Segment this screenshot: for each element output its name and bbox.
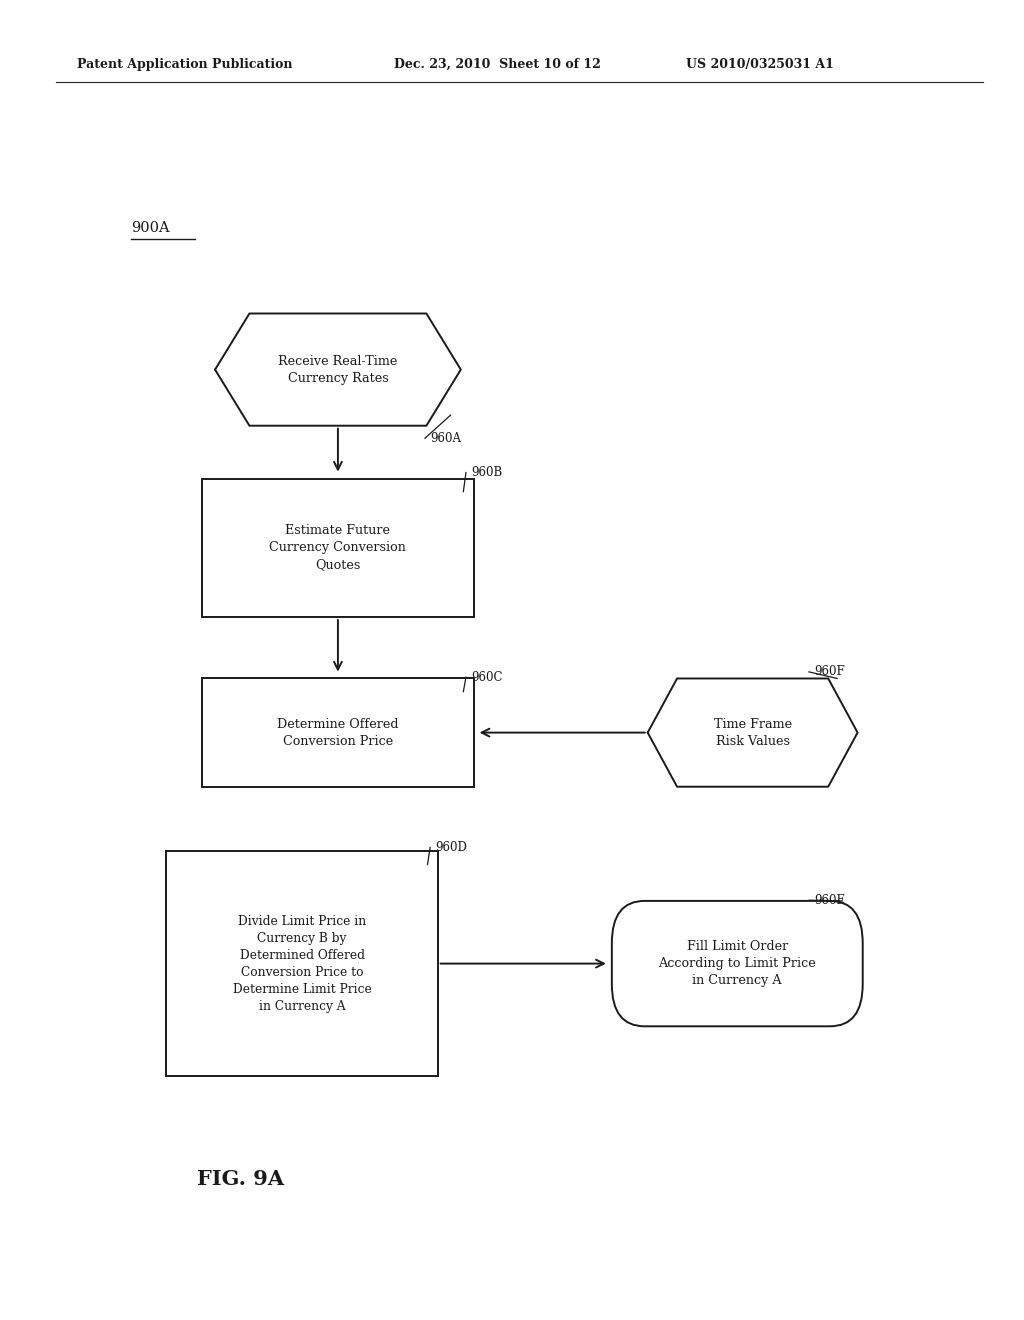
FancyBboxPatch shape (611, 900, 862, 1027)
Text: FIG. 9A: FIG. 9A (197, 1168, 285, 1189)
Text: 900A: 900A (131, 220, 170, 235)
Text: Fill Limit Order
According to Limit Price
in Currency A: Fill Limit Order According to Limit Pric… (658, 940, 816, 987)
Bar (203, 678, 473, 787)
Bar (166, 851, 438, 1076)
Text: 960B: 960B (471, 466, 503, 479)
Text: 960E: 960E (814, 894, 845, 907)
Text: 960C: 960C (471, 671, 503, 684)
Text: 960A: 960A (430, 432, 461, 445)
Text: Determine Offered
Conversion Price: Determine Offered Conversion Price (278, 718, 398, 747)
Bar (203, 479, 473, 618)
Text: Estimate Future
Currency Conversion
Quotes: Estimate Future Currency Conversion Quot… (269, 524, 407, 572)
Text: Divide Limit Price in
Currency B by
Determined Offered
Conversion Price to
Deter: Divide Limit Price in Currency B by Dete… (232, 915, 372, 1012)
Text: 960F: 960F (814, 665, 845, 678)
Text: US 2010/0325031 A1: US 2010/0325031 A1 (686, 58, 834, 71)
Text: Dec. 23, 2010  Sheet 10 of 12: Dec. 23, 2010 Sheet 10 of 12 (394, 58, 601, 71)
Text: 960D: 960D (435, 841, 467, 854)
Text: Patent Application Publication: Patent Application Publication (77, 58, 292, 71)
Text: Time Frame
Risk Values: Time Frame Risk Values (714, 718, 792, 747)
Text: Receive Real-Time
Currency Rates: Receive Real-Time Currency Rates (279, 355, 397, 384)
